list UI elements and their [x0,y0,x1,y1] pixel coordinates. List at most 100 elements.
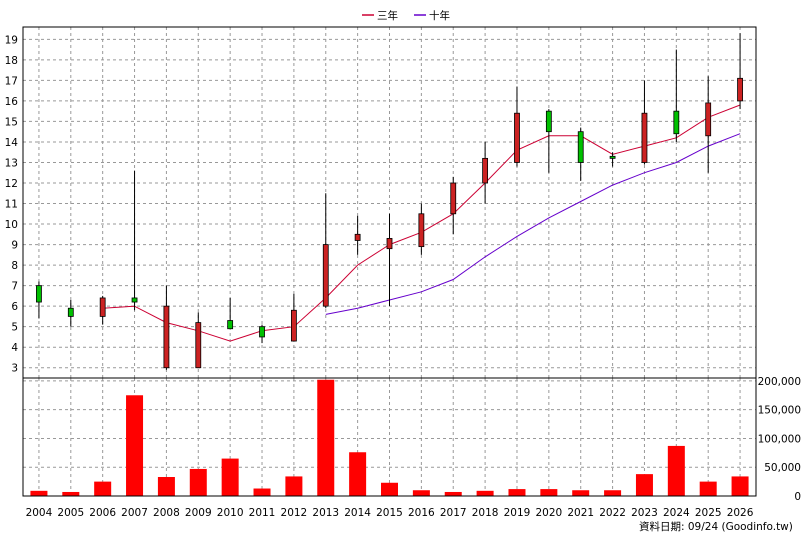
candle-body [450,182,457,215]
volume-bar [381,482,398,496]
x-tick-label: 2021 [567,507,594,519]
x-tick-label: 2006 [89,507,116,519]
volume-bar [412,490,430,496]
volume-tick-label: 100,000 [758,433,801,445]
x-tick-label: 2007 [121,507,148,519]
volume-bar [731,476,749,496]
x-tick-label: 2025 [695,507,722,519]
candle-body [227,320,234,330]
candle-body [36,285,42,303]
ma-line-十年 [325,133,741,315]
volume-tick-label: 50,000 [764,462,801,474]
candle-body [131,297,138,303]
volume-bar [285,476,303,496]
volume-tick-label: 0 [794,491,801,503]
data-date-footer: 資料日期: 09/24 (Goodinfo.tw) [639,521,793,533]
x-tick-label: 2014 [344,507,371,519]
volume-bar [221,458,239,496]
candle-body [673,110,680,135]
candle-body [737,77,743,102]
x-tick-label: 2019 [504,507,531,519]
volume-bar [604,490,622,496]
x-tick-label: 2005 [57,507,84,519]
price-tick-label: 15 [5,116,18,128]
price-tick-label: 17 [5,75,18,87]
price-tick-label: 5 [11,322,18,334]
volume-bar [572,490,590,496]
price-tick-label: 10 [5,219,18,231]
volume-bar [30,490,48,496]
x-tick-label: 2004 [26,507,53,519]
candle-body [545,110,552,133]
candle-body [705,102,712,137]
volume-bar [444,491,462,496]
x-tick-label: 2018 [472,507,499,519]
price-tick-label: 6 [11,301,18,313]
x-tick-label: 2020 [535,507,562,519]
candle-body [641,112,648,163]
x-tick-label: 2015 [376,507,403,519]
x-tick-label: 2012 [281,507,308,519]
volume-bar [157,477,175,496]
candle-body [195,322,202,369]
price-tick-label: 18 [5,55,18,67]
candle-body [482,157,489,184]
volume-frame [22,377,757,497]
candle-body [577,131,584,163]
volume-tick-label: 200,000 [758,376,801,388]
volume-bar [699,481,717,496]
volume-bar [508,489,526,496]
legend-label: 三年 [377,9,398,22]
candle-body [354,233,361,241]
volume-bar [476,490,494,496]
x-axis: 2004 2005 2006 2007 2008 2009 2010 2011 2012 2013… [26,507,754,519]
candle-body [418,213,425,248]
x-tick-label: 2009 [185,507,212,519]
candle-body [322,244,329,307]
legend: 三年 十年 [362,9,450,22]
price-tick-label: 14 [5,137,19,149]
candle-body [67,307,74,317]
x-tick-label: 2024 [663,507,690,519]
volume-bar [189,468,207,496]
x-tick-label: 2022 [599,507,626,519]
volume-bar [635,474,653,496]
x-tick-label: 2016 [408,507,435,519]
candle-body [259,326,265,338]
price-tick-label: 12 [5,178,18,190]
candle-body [514,112,520,163]
price-tick-label: 13 [5,157,18,169]
candle-body [609,155,616,159]
volume-bar [62,491,80,496]
price-tick-label: 3 [11,363,18,375]
candle-body [386,238,393,250]
volume-bar [667,445,685,496]
candle-body [290,309,297,342]
x-tick-label: 2026 [727,507,754,519]
x-tick-label: 2011 [249,507,276,519]
volume-bar [540,489,558,496]
price-tick-label: 9 [11,240,18,252]
x-tick-label: 2017 [440,507,467,519]
legend-label: 十年 [429,9,450,22]
price-tick-label: 11 [5,199,18,211]
x-tick-label: 2013 [312,507,339,519]
x-tick-label: 2023 [631,507,658,519]
volume-panel: 0 50,000 100,000 150,000 200,000 [22,376,801,503]
volume-bar [253,488,271,496]
candle-body [163,305,170,369]
volume-bar [349,452,367,496]
x-tick-label: 2010 [217,507,244,519]
price-tick-label: 4 [11,342,18,354]
volume-bar [126,395,144,496]
price-tick-label: 19 [5,34,18,46]
price-tick-label: 8 [11,260,18,272]
volume-bar [317,379,335,496]
price-tick-label: 7 [11,281,18,293]
x-tick-label: 2008 [153,507,180,519]
volume-tick-label: 150,000 [758,405,801,417]
price-panel: 3 4 5 6 7 8 9 10 11 12 13 14 15 16 17 18 19 [5,26,757,379]
price-tick-label: 16 [5,96,19,108]
